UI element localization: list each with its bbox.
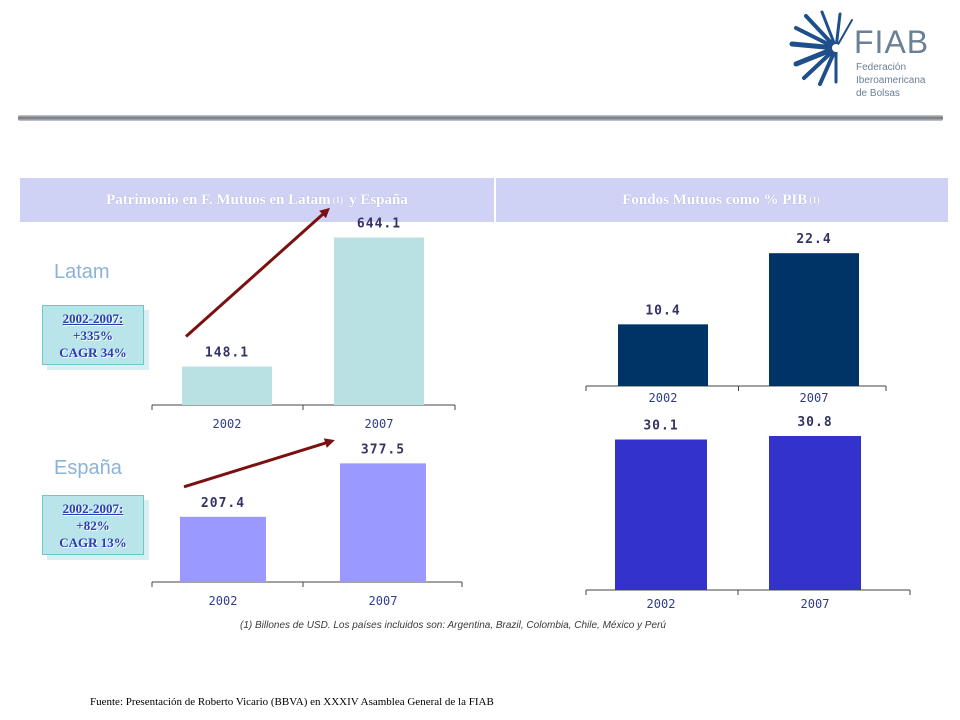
fiab-logo: FIAB Federación Iberoamericana de Bolsas — [784, 10, 944, 105]
cagr-rate: CAGR 34% — [59, 344, 127, 360]
tick-label: 2007 — [369, 594, 398, 608]
tick-label: 2007 — [800, 391, 829, 405]
data-label: 377.5 — [361, 442, 405, 457]
cagr-period: 2002-2007: — [62, 310, 124, 326]
cagr-rate: CAGR 13% — [59, 534, 127, 550]
bar-2002 — [180, 516, 266, 582]
logo-subtitle-3: de Bolsas — [856, 88, 900, 99]
growth-arrow — [185, 207, 330, 338]
tick-label: 2002 — [647, 597, 676, 611]
data-label: 148.1 — [205, 345, 249, 360]
tick-label: 2002 — [649, 391, 678, 405]
logo-subtitle-2: Iberoamericana — [856, 75, 926, 86]
cagr-growth: +82% — [76, 517, 110, 533]
bar-2002 — [615, 439, 707, 590]
source-note: Fuente: Presentación de Roberto Vicario … — [90, 696, 494, 708]
bar-2002 — [182, 366, 272, 405]
bar-2007 — [334, 237, 424, 405]
tick-label: 2002 — [209, 594, 238, 608]
tick-label: 2007 — [365, 417, 394, 431]
data-label: 644.1 — [357, 217, 401, 232]
logo-subtitle-1: Federación — [856, 62, 907, 73]
header-left-sup: (1) — [332, 195, 344, 205]
header-divider — [18, 115, 943, 121]
header-fondos-pib: Fondos Mutuos como % PIB (1) — [496, 178, 948, 222]
cagr-period: 2002-2007: — [62, 500, 124, 516]
header-left-text: Patrimonio en F. Mutuos en Latam — [106, 191, 331, 208]
header-patrimonio: Patrimonio en F. Mutuos en Latam (1) y E… — [20, 178, 494, 222]
starburst-logo-icon — [789, 10, 853, 86]
region-label-espana: España — [54, 457, 122, 479]
tick-label: 2007 — [801, 597, 830, 611]
header-left-text-after: y España — [349, 191, 408, 208]
data-label: 10.4 — [645, 303, 680, 318]
bar-2007 — [769, 253, 859, 386]
header-right-text: Fondos Mutuos como % PIB — [622, 191, 808, 208]
footnote: (1) Billones de USD. Los países incluido… — [240, 620, 666, 631]
header-right-sup: (1) — [809, 195, 820, 205]
growth-arrow — [183, 438, 335, 489]
bar-2007 — [340, 463, 426, 582]
bar-2002 — [618, 324, 708, 386]
data-label: 30.8 — [797, 415, 832, 430]
cagr-box-latam: 2002-2007: +335% CAGR 34% — [42, 305, 144, 365]
data-label: 30.1 — [643, 419, 678, 434]
cagr-growth: +335% — [73, 327, 113, 343]
tick-label: 2002 — [213, 417, 242, 431]
logo-name: FIAB — [854, 24, 930, 60]
region-label-latam: Latam — [54, 261, 110, 283]
data-label: 207.4 — [201, 496, 245, 511]
bar-2007 — [769, 436, 861, 590]
cagr-box-espana: 2002-2007: +82% CAGR 13% — [42, 495, 144, 555]
data-label: 22.4 — [796, 232, 831, 247]
